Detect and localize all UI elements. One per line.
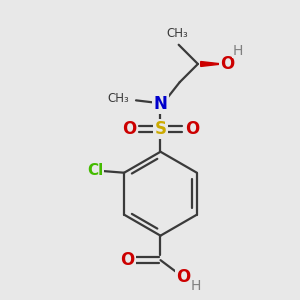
Text: CH₃: CH₃ — [166, 26, 188, 40]
Text: Cl: Cl — [87, 164, 103, 178]
Text: O: O — [120, 251, 134, 269]
Text: N: N — [154, 95, 167, 113]
Polygon shape — [201, 61, 222, 66]
Text: S: S — [154, 120, 166, 138]
Text: O: O — [220, 55, 234, 73]
Text: H: H — [232, 44, 243, 58]
Text: CH₃: CH₃ — [107, 92, 129, 105]
Text: O: O — [176, 268, 191, 286]
Text: O: O — [185, 120, 199, 138]
Text: H: H — [191, 279, 201, 293]
Text: O: O — [122, 120, 136, 138]
